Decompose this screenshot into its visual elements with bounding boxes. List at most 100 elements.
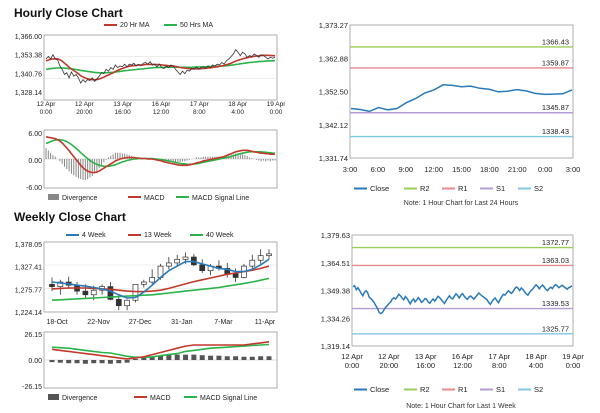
wpv-x-tick-label: 20:00 (379, 361, 398, 370)
weekly-macd-legend-label: Divergence (62, 395, 98, 402)
weekly-divergence-bar (224, 356, 230, 360)
weekly-candle-body (115, 298, 122, 307)
hourly-close-line (45, 48, 276, 84)
wpv-x-tick-label: 19 Apr (562, 352, 584, 361)
weekly-macd-y-tick-label: -26.15 (22, 384, 42, 391)
weekly-divergence-bar (241, 356, 247, 360)
weekly-divergence-bar (91, 360, 97, 364)
wpv-x-tick-label: 12:00 (453, 361, 472, 370)
hpv-legend-label: S2 (534, 184, 543, 193)
weekly-divergence-bar (74, 360, 80, 364)
weekly-divergence-bar (124, 360, 130, 363)
hourly-macd-signal-line (45, 138, 275, 168)
hourly-macd-y-tick-label: 0.00 (28, 158, 42, 165)
weekly-price-legend-label: 40 Week (206, 232, 234, 239)
wpv-y-tick-label: 1,364.51 (321, 259, 350, 268)
hourly-section-title: Hourly Close Chart (14, 6, 123, 20)
weekly-candle-body (124, 299, 130, 307)
hpv-y-tick-label: 1,331.74 (319, 154, 348, 163)
weekly-macd-y-tick-label: 26.15 (24, 332, 42, 339)
weekly-price-legend-label: 4 Week (82, 232, 106, 239)
weekly-section-title: Weekly Close Chart (14, 210, 126, 224)
weekly-candle-body (82, 290, 89, 296)
weekly-candle-body (90, 289, 97, 296)
weekly-price-chart: 4 Week 13 Week 40 Week 1,378.05 1,327.41 1,2… (15, 232, 278, 326)
hourly-price-x-tick-label: 13 Apr (113, 101, 133, 108)
wpv-x-tick-label: 18 Apr (525, 352, 547, 361)
wpv-y-tick-label: 1,349.38 (321, 287, 350, 296)
weekly-price-legend-label: 13 Week (144, 232, 172, 239)
hourly-macd-legend-swatch (48, 194, 59, 200)
weekly-price-y-tick-label: 1,224.14 (15, 310, 42, 317)
weekly-divergence-bar (166, 354, 172, 360)
wpv-x-tick-label: 8:00 (492, 361, 507, 370)
hpv-x-tick-label: 6:00 (371, 165, 386, 174)
weekly-macd-signal-line (51, 343, 270, 359)
weekly-divergence-bar (199, 355, 205, 360)
hpv-y-tick-label: 1,362.88 (319, 54, 348, 63)
wpv-legend-label: R2 (420, 385, 430, 394)
wpv-legend-label: S2 (534, 385, 543, 394)
hourly-macd-chart: 6.00 0.00 -6.00 Divergence MACD MACD Signal … (26, 129, 278, 202)
weekly-divergence-bar (216, 355, 222, 360)
weekly-macd-line (51, 341, 270, 360)
wpv-legend-label: S1 (496, 385, 505, 394)
hourly-price-x-tick-label: 19 Apr (267, 101, 285, 108)
weekly-pivot-plot-frame (351, 234, 574, 347)
hourly-macd-legend-label: MACD (144, 195, 165, 202)
weekly-divergence-bar (99, 360, 105, 364)
hpv-x-tick-label: 0:00 (538, 165, 553, 174)
weekly-13-week-ma-line (51, 265, 270, 293)
weekly-divergence-bar (107, 360, 113, 364)
weekly-divergence-bar (191, 354, 197, 360)
weekly-candle-body (174, 258, 181, 264)
weekly-price-x-tick-label: 18-Oct (46, 319, 67, 326)
hourly-price-x-tick-label: 8:00 (193, 109, 206, 116)
weekly-price-x-tick-label: 27-Dec (129, 319, 152, 326)
hourly-price-chart: 20 Hr MA 50 Hrs MA 1,366.00 1,353.38 1,340.… (15, 22, 285, 116)
weekly-candle-body (266, 253, 272, 257)
wpv-x-tick-label: 0:00 (566, 361, 581, 370)
weekly-candle-body (140, 281, 147, 285)
weekly-candle-body (249, 259, 256, 267)
wpv-x-tick-label: 12 Apr (341, 352, 363, 361)
hourly-macd-legend-label: MACD Signal Line (192, 195, 249, 202)
wpv-x-tick-label: 16 Apr (452, 352, 474, 361)
weekly-price-x-tick-label: 22-Nov (87, 319, 110, 326)
wpv-r1-level-label: 1363.03 (542, 256, 569, 265)
wpv-close-line (352, 283, 573, 315)
weekly-divergence-bar (208, 355, 214, 360)
wpv-y-tick-label: 1,334.26 (321, 314, 350, 323)
hourly-price-x-tick-label: 16 Apr (152, 101, 172, 108)
weekly-divergence-bar (116, 360, 122, 364)
wpv-x-tick-label: 13 Apr (415, 352, 437, 361)
hourly-macd-legend-label: Divergence (62, 195, 98, 202)
weekly-divergence-bar (149, 356, 155, 360)
weekly-price-x-tick-label: 7-Mar (214, 319, 233, 326)
hourly-price-y-tick-label: 1,366.00 (15, 34, 42, 41)
hpv-legend-label: R1 (458, 184, 468, 193)
weekly-price-y-tick-label: 1,327.41 (15, 265, 42, 272)
hourly-price-x-tick-label: 18 Apr (228, 101, 248, 108)
hpv-r2-level-label: 1366.43 (542, 37, 569, 46)
hourly-price-x-tick-label: 20:00 (76, 109, 93, 116)
weekly-macd-chart: 26.15 0.00 -26.15 Divergence MACD MACD Signa… (22, 331, 278, 402)
weekly-divergence-bar (158, 355, 163, 360)
weekly-candle-body (257, 255, 264, 261)
hpv-x-tick-label: 12:00 (424, 165, 443, 174)
weekly-macd-legend-label: MACD (150, 395, 171, 402)
wpv-x-tick-label: 17 Apr (488, 352, 510, 361)
hourly-pivot-note: Note: 1 Hour Chart for Last 24 Hours (404, 200, 519, 207)
weekly-candle-body (165, 262, 172, 267)
weekly-divergence-bar (141, 357, 147, 360)
hourly-price-y-tick-label: 1,353.38 (15, 53, 42, 60)
hourly-price-x-tick-label: 0:00 (270, 109, 283, 116)
hourly-pivot-plot-frame (349, 24, 574, 159)
weekly-price-y-tick-label: 1,378.05 (15, 242, 42, 249)
hpv-legend-label: Close (370, 184, 389, 193)
weekly-divergence-bar (233, 356, 239, 360)
weekly-pivot-note: Note: 1 Hour Chart for Last 1 Week (406, 403, 516, 410)
hourly-price-x-tick-label: 12 Apr (75, 101, 95, 108)
weekly-price-plot-frame (43, 241, 278, 313)
hourly-macd-y-tick-label: -6.00 (26, 185, 42, 192)
